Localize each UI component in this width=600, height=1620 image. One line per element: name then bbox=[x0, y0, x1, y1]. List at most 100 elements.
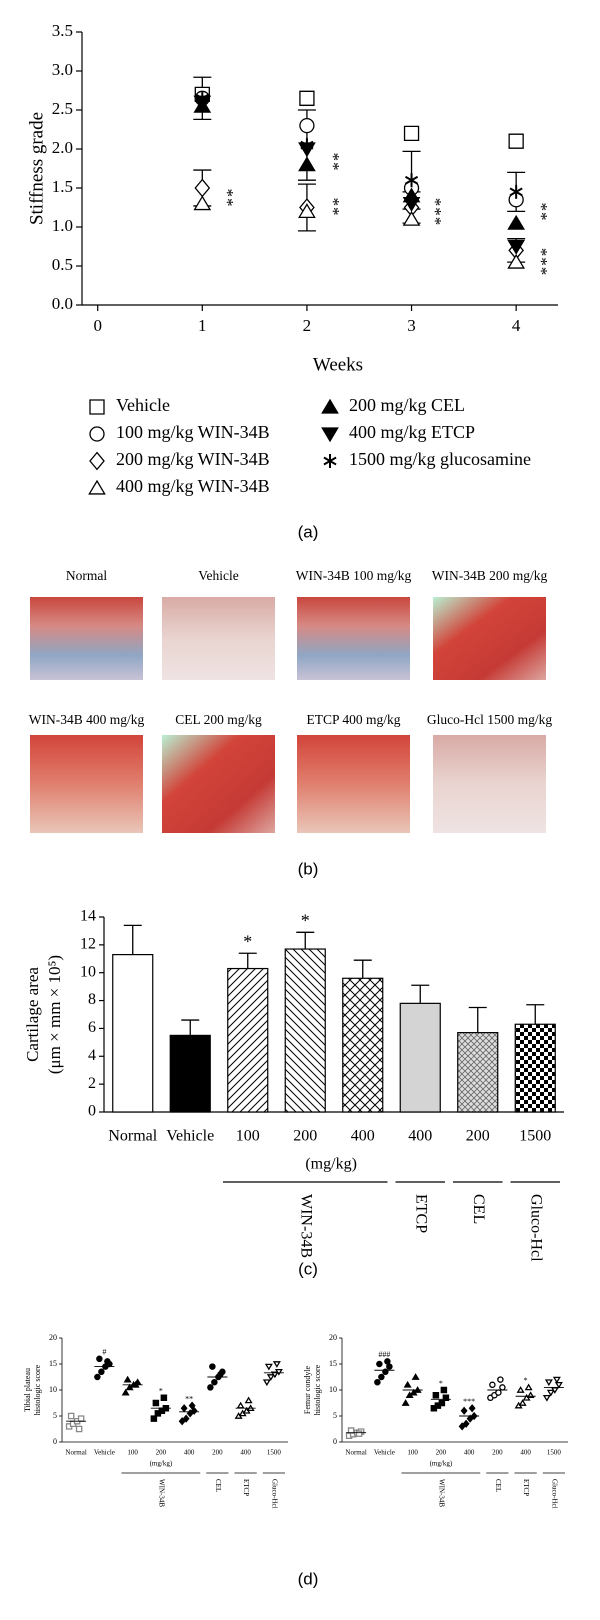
histology-image bbox=[30, 735, 143, 833]
data-point bbox=[274, 1368, 283, 1376]
data-point bbox=[96, 1355, 103, 1362]
x-tick-label: Vehicle bbox=[166, 1128, 214, 1145]
x-tick-label: 1500 bbox=[547, 1449, 562, 1457]
panel-label: (c) bbox=[298, 1259, 318, 1278]
image-caption: Normal bbox=[66, 568, 107, 583]
legend-marker bbox=[89, 399, 105, 415]
data-point bbox=[432, 1391, 440, 1399]
panel-label: (d) bbox=[298, 1569, 319, 1588]
significance-mark: * bbox=[243, 931, 252, 951]
data-point bbox=[298, 156, 316, 172]
data-point bbox=[438, 1399, 446, 1407]
significance-mark: * bbox=[524, 1376, 528, 1385]
significance-mark: ### bbox=[378, 1350, 390, 1359]
y-tick-label: 10 bbox=[80, 963, 96, 980]
data-point bbox=[262, 1379, 271, 1387]
x-tick-label: 200 bbox=[492, 1449, 503, 1457]
y-tick-label: 2.5 bbox=[52, 99, 73, 118]
y-axis-label: histologic score bbox=[33, 1364, 42, 1415]
legend-label: 400 mg/kg WIN-34B bbox=[116, 476, 270, 496]
x-tick-label: 200 bbox=[466, 1128, 490, 1145]
y-tick-label: 8 bbox=[88, 991, 96, 1008]
y-tick-label: 5 bbox=[333, 1411, 337, 1420]
data-point bbox=[186, 1409, 194, 1418]
group-label: Gluco-Hcl bbox=[270, 1479, 278, 1509]
x-tick-label: Normal bbox=[345, 1449, 366, 1457]
data-point bbox=[272, 1361, 281, 1368]
y-tick-label: 14 bbox=[80, 908, 96, 925]
data-point bbox=[403, 125, 420, 142]
data-point bbox=[524, 1383, 533, 1391]
x-tick-label: 200 bbox=[436, 1449, 447, 1457]
y-tick-label: 1.5 bbox=[52, 177, 73, 196]
histology-image bbox=[297, 735, 410, 833]
y-axis-label: (μm × mm × 10⁵) bbox=[45, 955, 64, 1074]
data-point bbox=[299, 117, 315, 134]
y-axis-label: Femur condyle bbox=[303, 1365, 312, 1414]
data-point bbox=[507, 214, 525, 230]
legend-marker bbox=[88, 479, 106, 495]
significance-mark: *** bbox=[532, 248, 551, 277]
x-tick-label: 4 bbox=[512, 316, 521, 335]
data-point bbox=[160, 1394, 168, 1402]
data-point bbox=[509, 184, 523, 199]
error-bar bbox=[411, 984, 430, 1004]
bar bbox=[169, 1034, 211, 1113]
data-point bbox=[386, 1363, 393, 1370]
data-point bbox=[466, 1414, 474, 1423]
x-tick-label: 100 bbox=[407, 1449, 418, 1457]
data-point bbox=[207, 1384, 214, 1391]
significance-mark: * bbox=[439, 1379, 443, 1388]
bar bbox=[514, 1023, 556, 1113]
data-point bbox=[194, 178, 211, 198]
significance-mark: ** bbox=[532, 203, 551, 222]
y-axis-label: Stiffness grade bbox=[26, 112, 47, 225]
y-tick-label: 12 bbox=[80, 936, 96, 953]
x-tick-label: 400 bbox=[464, 1449, 475, 1457]
data-point bbox=[300, 138, 314, 153]
x-tick-label: 400 bbox=[184, 1449, 195, 1457]
data-point bbox=[236, 1401, 245, 1409]
y-tick-label: 6 bbox=[88, 1019, 96, 1036]
x-tick-label: 200 bbox=[156, 1449, 167, 1457]
panel-label: (a) bbox=[298, 522, 319, 541]
data-point bbox=[458, 1422, 466, 1431]
significance-mark: ** bbox=[324, 198, 343, 217]
x-tick-label: 3 bbox=[407, 316, 416, 335]
y-tick-label: 10 bbox=[329, 1385, 337, 1394]
data-point bbox=[299, 90, 315, 106]
data-point bbox=[402, 210, 421, 226]
data-point bbox=[401, 1399, 410, 1406]
x-axis-label: (mg/kg) bbox=[430, 1460, 453, 1468]
image-caption: ETCP 400 mg/kg bbox=[306, 712, 400, 727]
y-tick-label: 0 bbox=[333, 1437, 337, 1446]
data-point bbox=[508, 133, 524, 149]
x-tick-label: 100 bbox=[127, 1449, 138, 1457]
error-bar bbox=[468, 1006, 487, 1033]
significance-mark: *** bbox=[463, 1397, 475, 1406]
x-tick-label: Normal bbox=[108, 1128, 157, 1145]
data-point bbox=[193, 195, 212, 211]
x-tick-label: 400 bbox=[520, 1449, 531, 1457]
data-point bbox=[518, 1399, 527, 1406]
significance-mark: * bbox=[301, 910, 310, 930]
data-point bbox=[75, 1425, 83, 1433]
data-point bbox=[546, 1389, 555, 1397]
y-tick-label: 3.5 bbox=[52, 21, 73, 40]
data-point bbox=[374, 1379, 381, 1386]
bar bbox=[112, 954, 154, 1113]
legend-label: 1500 mg/kg glucosamine bbox=[349, 449, 531, 469]
y-tick-label: 0.5 bbox=[52, 255, 73, 274]
data-point bbox=[190, 1406, 198, 1415]
data-point bbox=[180, 1404, 188, 1413]
data-point bbox=[384, 1358, 391, 1365]
y-tick-label: 3.0 bbox=[52, 60, 73, 79]
x-tick-label: 2 bbox=[303, 316, 312, 335]
data-point bbox=[468, 1404, 476, 1413]
bar bbox=[342, 977, 384, 1113]
panel-label: (b) bbox=[298, 859, 319, 878]
y-tick-label: 0 bbox=[53, 1437, 57, 1446]
data-point bbox=[77, 1415, 85, 1422]
bar bbox=[284, 948, 326, 1113]
bar bbox=[457, 1032, 499, 1113]
